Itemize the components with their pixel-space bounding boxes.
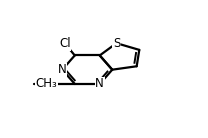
Text: N: N (95, 77, 104, 90)
Text: N: N (58, 63, 67, 76)
Text: S: S (46, 77, 53, 90)
Text: S: S (113, 37, 120, 50)
Text: CH₃: CH₃ (35, 77, 57, 90)
Text: Cl: Cl (59, 37, 71, 50)
